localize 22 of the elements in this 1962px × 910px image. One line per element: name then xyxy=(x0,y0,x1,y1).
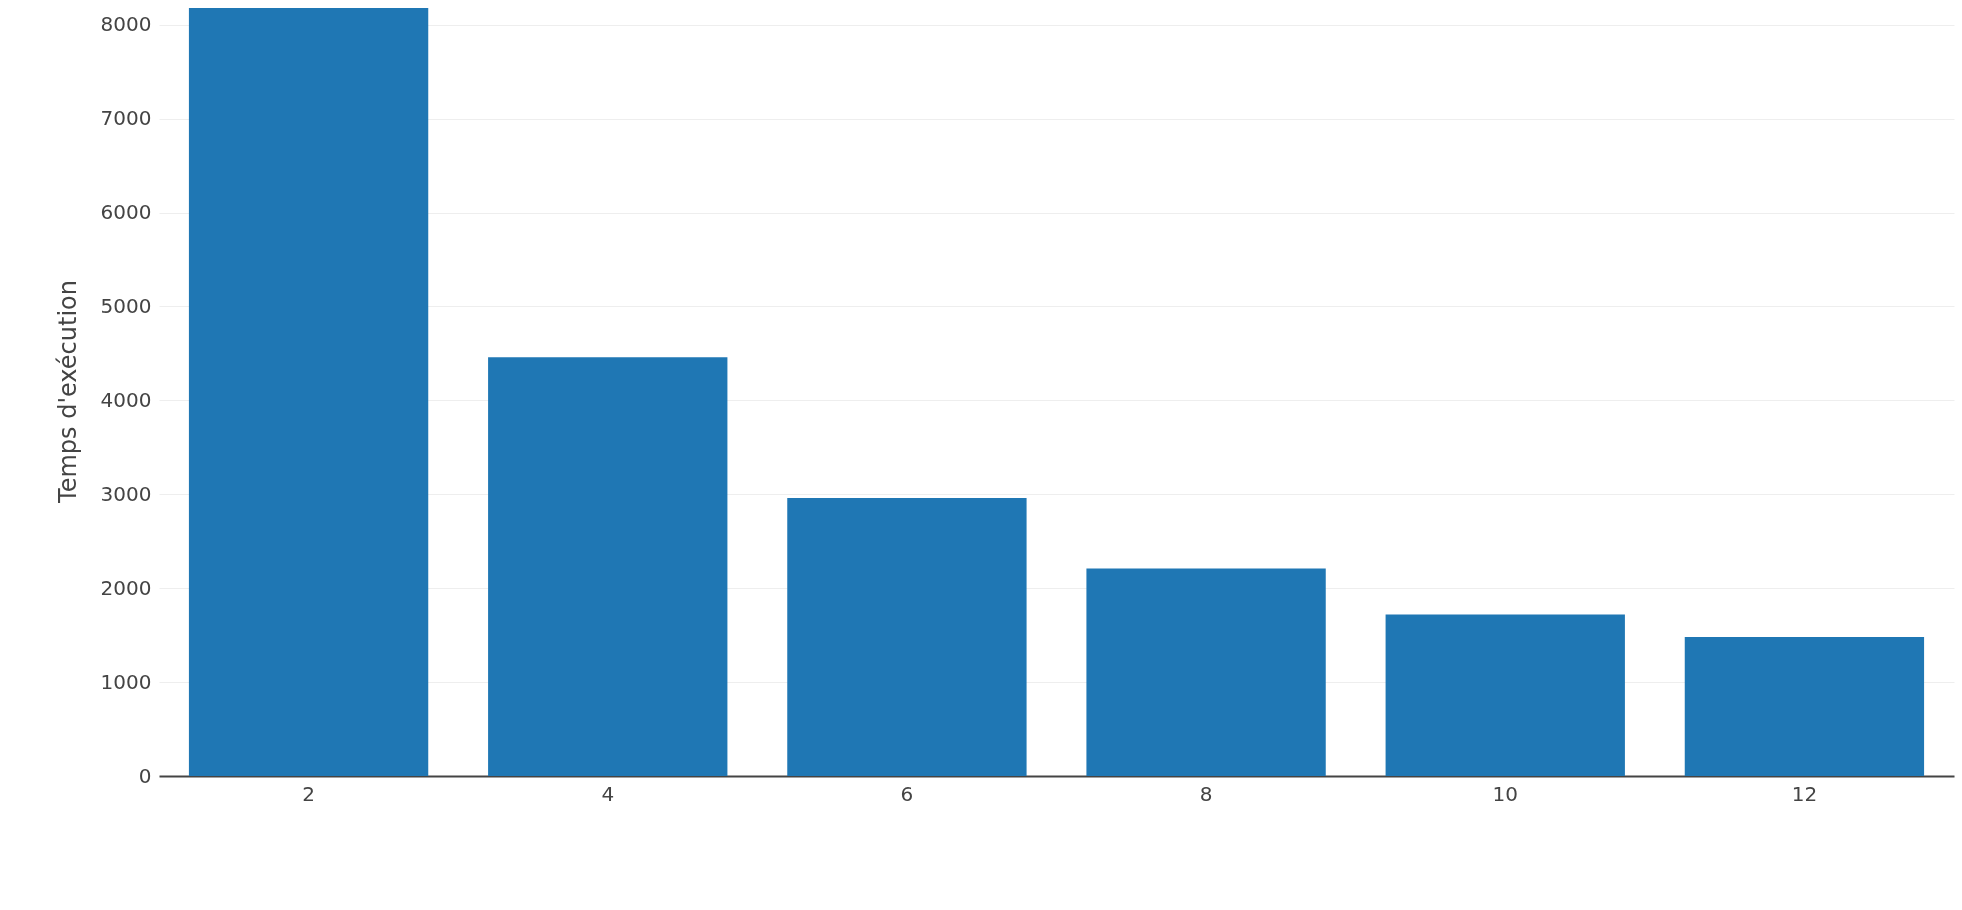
y-tick-label: 1000 xyxy=(100,669,152,694)
bar xyxy=(488,357,728,776)
x-tick-label: 8 xyxy=(1199,781,1213,806)
x-tick-label: 6 xyxy=(900,781,914,806)
y-tick-label: 6000 xyxy=(100,200,152,225)
y-tick-label: 0 xyxy=(138,763,152,788)
x-tick-label: 12 xyxy=(1791,781,1818,806)
y-tick-label: 4000 xyxy=(100,387,152,412)
bar xyxy=(1385,614,1625,776)
y-tick-label: 3000 xyxy=(100,481,152,506)
x-tick-label: 2 xyxy=(302,781,315,806)
y-tick-label: 5000 xyxy=(100,293,152,318)
bar xyxy=(1684,637,1925,776)
y-axis-title: Temps d'exécution xyxy=(53,280,82,504)
bar xyxy=(787,498,1027,776)
bar xyxy=(188,7,429,776)
x-tick-label: 10 xyxy=(1492,781,1518,806)
x-tick-label: 4 xyxy=(601,781,615,806)
y-tick-label: 7000 xyxy=(100,106,152,131)
y-tick-label: 2000 xyxy=(100,575,152,600)
y-tick-label: 8000 xyxy=(100,12,152,37)
bar xyxy=(1086,568,1326,776)
